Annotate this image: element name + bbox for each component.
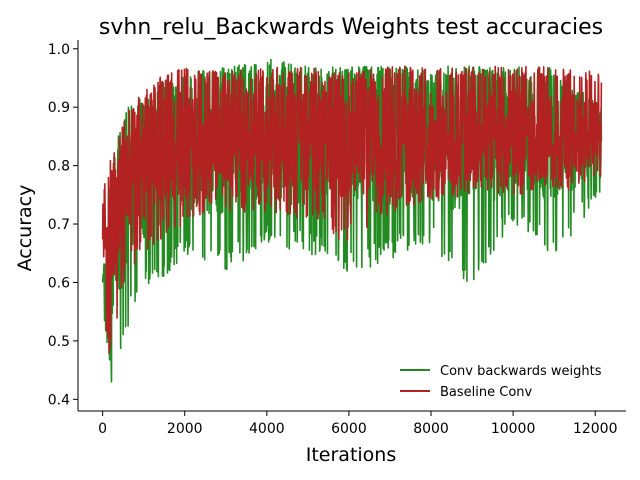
y-tick-label: 0.4 [48,392,70,408]
y-axis-title: Accuracy [14,185,36,272]
x-axis-ticks: 0 2000 4000 6000 8000 10000 12000 [98,411,617,437]
series-line-baseline-conv [101,65,603,355]
chart-title: svhn_relu_Backwards Weights test accurac… [99,15,603,40]
y-tick-label: 1.0 [48,42,70,58]
y-tick-label: 0.6 [48,275,70,291]
y-tick-label: 0.9 [48,100,70,116]
plot-area [101,58,603,383]
x-tick-label: 2000 [167,421,203,437]
x-tick-label: 4000 [249,421,285,437]
x-tick-label: 10000 [491,421,536,437]
x-tick-label: 6000 [331,421,367,437]
legend-label-baseline-conv: Baseline Conv [440,385,533,400]
y-tick-label: 0.7 [48,217,70,233]
y-tick-label: 0.5 [48,334,70,350]
legend: Conv backwards weights Baseline Conv [400,364,602,400]
y-axis-ticks: 0.4 0.5 0.6 0.7 0.8 0.9 1.0 [48,42,78,408]
x-tick-label: 12000 [573,421,618,437]
x-tick-label: 8000 [413,421,449,437]
x-tick-label: 0 [98,421,107,437]
legend-label-conv-backwards-weights: Conv backwards weights [440,364,602,379]
x-axis-title: Iterations [306,444,397,466]
y-tick-label: 0.8 [48,159,70,175]
